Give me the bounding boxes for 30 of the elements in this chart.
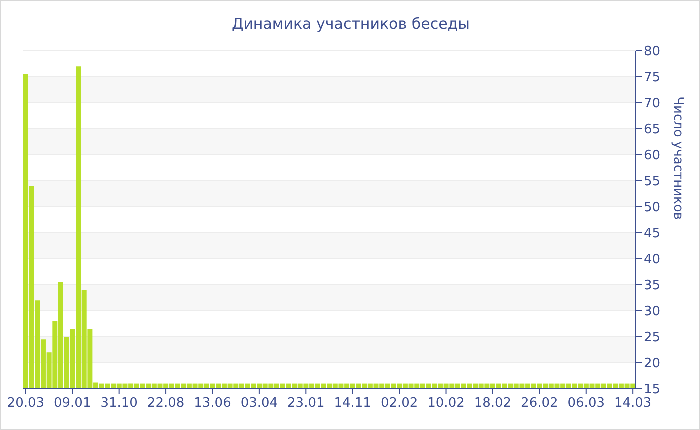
x-tick-label: 18.02 [474, 396, 512, 411]
x-tick-label: 20.03 [7, 396, 45, 411]
chart-title: Динамика участников беседы [230, 15, 472, 33]
x-tick-label: 23.01 [288, 396, 325, 411]
y-tick-label: 60 [644, 148, 661, 164]
y-tick-label: 65 [644, 122, 661, 138]
x-tick-label: 03.04 [240, 396, 278, 411]
y-tick-label: 50 [644, 200, 661, 216]
x-tick-label: 02.02 [380, 396, 418, 411]
y-tick-label: 30 [644, 304, 661, 320]
y-tick-label: 70 [644, 96, 661, 112]
x-tick-label: 14.11 [334, 396, 372, 411]
x-tick-label: 06.03 [568, 396, 605, 411]
y-tick-label: 55 [644, 174, 661, 190]
y-tick-label: 75 [644, 70, 661, 86]
y-tick-label: 45 [644, 226, 661, 242]
x-tick-label: 22.08 [147, 396, 185, 411]
y-tick-label: 35 [644, 278, 661, 294]
x-tick-label: 09.01 [54, 396, 92, 411]
y-tick-label: 40 [644, 252, 661, 268]
x-tick-label: 14.03 [614, 396, 652, 411]
x-tick-label: 26.02 [521, 396, 558, 411]
y-tick-label: 15 [644, 382, 661, 398]
y-tick-label: 20 [644, 356, 661, 372]
x-tick-label: 10.02 [428, 396, 465, 411]
y-axis-title: Число участников [670, 96, 686, 220]
y-tick-label: 80 [644, 44, 661, 60]
x-tick-label: 13.06 [194, 396, 232, 411]
x-tick-label: 31.10 [100, 396, 138, 411]
y-tick-label: 25 [644, 330, 661, 346]
